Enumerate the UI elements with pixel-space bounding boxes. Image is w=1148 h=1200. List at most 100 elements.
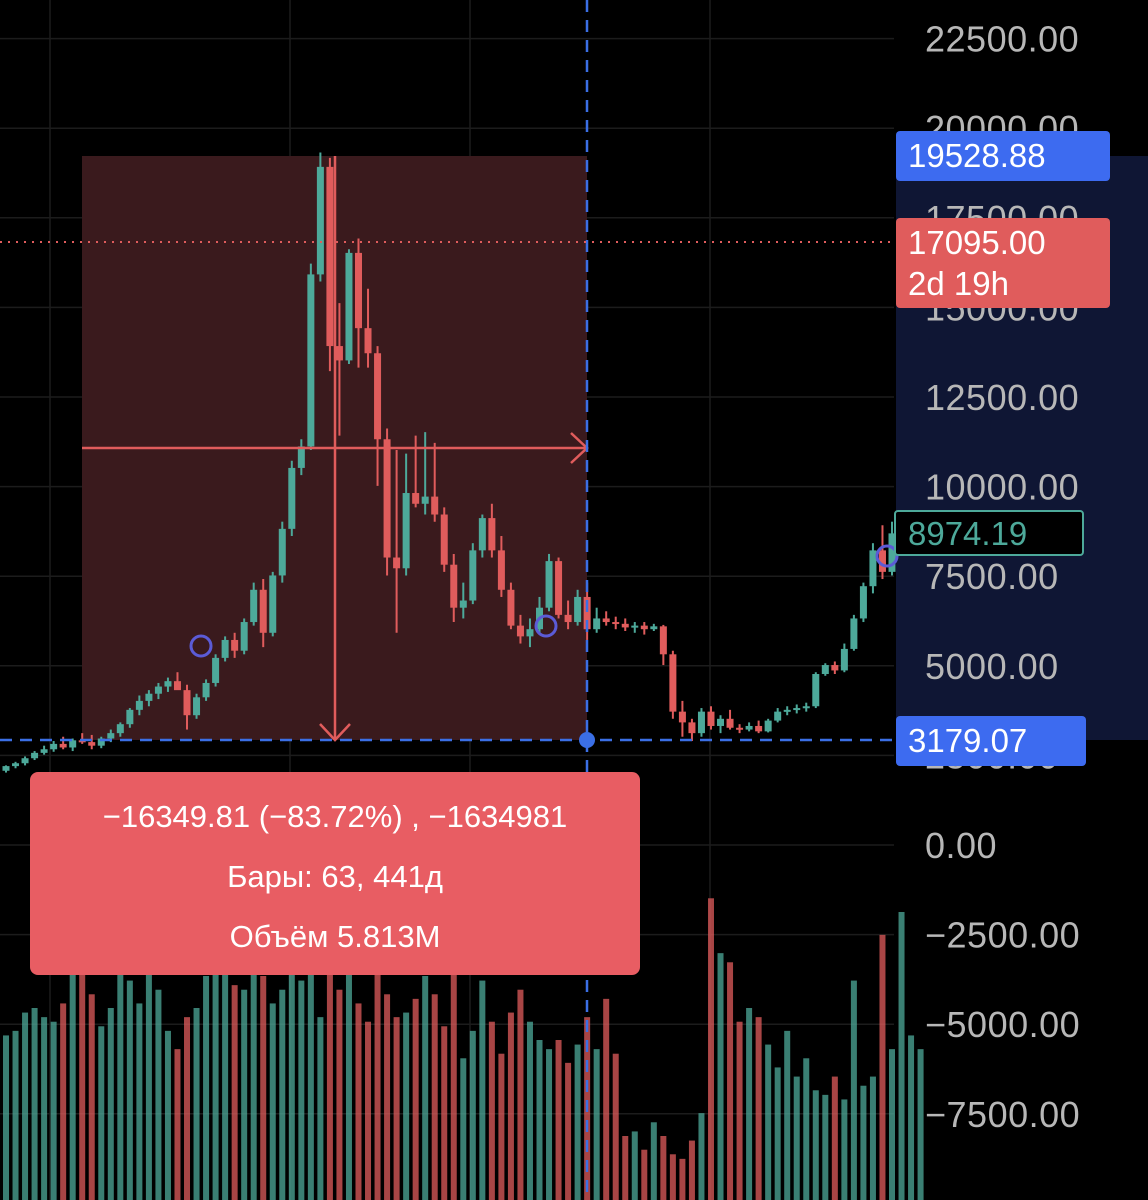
candle-body (717, 718, 725, 726)
event-marker (875, 544, 899, 568)
candle-body (526, 629, 534, 637)
volume-bar (698, 1113, 705, 1200)
volume-bar (98, 1026, 105, 1200)
volume-bar (593, 1049, 600, 1200)
volume-bar (841, 1099, 848, 1200)
volume-bar (803, 1058, 810, 1200)
volume-bar (31, 1008, 38, 1200)
candle-body (97, 738, 105, 746)
volume-bar (793, 1076, 800, 1200)
candle-body (545, 561, 553, 608)
candle-body (821, 665, 829, 675)
volume-bar (50, 1021, 57, 1200)
volume-bar (307, 966, 314, 1200)
candle-body (745, 725, 753, 730)
price-axis-tick: 12500.00 (925, 377, 1079, 418)
volume-bar (279, 989, 286, 1200)
candle-body (164, 681, 172, 687)
volume-bar (736, 1021, 743, 1200)
candle-body (374, 353, 382, 440)
candle-body (354, 252, 362, 329)
volume-bar (155, 989, 162, 1200)
candle-body (421, 496, 429, 504)
crosshair-price-top-tag: 19528.88 (896, 131, 1110, 181)
candle-body (126, 709, 134, 725)
price-axis-tick: −2500.00 (925, 915, 1080, 956)
volume-bar (60, 1003, 67, 1200)
volume-bar (822, 1094, 829, 1200)
volume-bar (755, 1017, 762, 1200)
candle-countdown: 2d 19h (908, 265, 1009, 302)
measure-volume: Объём 5.813M (229, 919, 441, 954)
volume-bar (603, 998, 610, 1200)
volume-bar (88, 994, 95, 1200)
candle-body (478, 518, 486, 551)
candle-body (250, 589, 258, 623)
candle-body (697, 711, 705, 734)
volume-bar (612, 1053, 619, 1200)
volume-bar (650, 1122, 657, 1200)
candle-body (307, 274, 315, 447)
last-price-value: 17095.00 (908, 224, 1046, 261)
candle-body (783, 709, 791, 712)
crosshair-price-bottom-tag: 3179.07 (896, 716, 1086, 766)
candle-body (850, 618, 858, 649)
candle-body (726, 718, 734, 728)
candle-body (878, 550, 886, 572)
volume-bar (450, 971, 457, 1200)
volume-bar (679, 1158, 686, 1200)
volume-bar (336, 989, 343, 1200)
price-axis-tick: 0.00 (925, 825, 997, 866)
candle-body (107, 733, 115, 739)
candle-body (231, 639, 239, 651)
candle-body (612, 622, 620, 625)
volume-bar (288, 962, 295, 1200)
candle-body (659, 626, 667, 655)
volume-bar (526, 1021, 533, 1200)
candle-body (459, 600, 467, 608)
volume-bar (79, 957, 86, 1200)
candle-body (345, 252, 353, 361)
volume-bar (869, 1076, 876, 1200)
candle-body (326, 166, 334, 347)
candle-body (402, 493, 410, 569)
volume-bars (3, 898, 924, 1200)
volume-bar (488, 1021, 495, 1200)
volume-bar (460, 1058, 467, 1200)
candle-body (678, 711, 686, 723)
candle-body (431, 496, 439, 515)
candle-body (707, 711, 715, 726)
candle-body (288, 467, 296, 529)
volume-bar (517, 989, 524, 1200)
current-price-tag: 8974.19 (894, 510, 1084, 556)
volume-bar (707, 898, 714, 1200)
volume-bar (164, 1030, 171, 1200)
candle-body (802, 706, 810, 709)
event-marker (534, 614, 558, 638)
volume-bar (717, 953, 724, 1200)
volume-bar (422, 976, 429, 1200)
candle-body (640, 625, 648, 630)
volume-bar (622, 1136, 629, 1200)
candle-body (469, 550, 477, 601)
volume-bar (250, 966, 257, 1200)
candle-body (69, 740, 77, 748)
price-axis-tick: 5000.00 (925, 646, 1059, 687)
candle-body (393, 557, 401, 569)
volume-bar (908, 1035, 915, 1200)
event-marker (189, 634, 213, 658)
candle-body (212, 657, 220, 683)
candle-body (383, 439, 391, 558)
volume-bar (850, 980, 857, 1200)
volume-bar (12, 1030, 19, 1200)
candles (2, 152, 896, 773)
volume-bar (184, 1017, 191, 1200)
volume-bar (241, 989, 248, 1200)
volume-bar (269, 1003, 276, 1200)
candle-body (555, 561, 563, 615)
volume-bar (831, 1076, 838, 1200)
volume-bar (746, 1008, 753, 1200)
candle-body (221, 639, 229, 658)
candle-body (183, 690, 191, 716)
